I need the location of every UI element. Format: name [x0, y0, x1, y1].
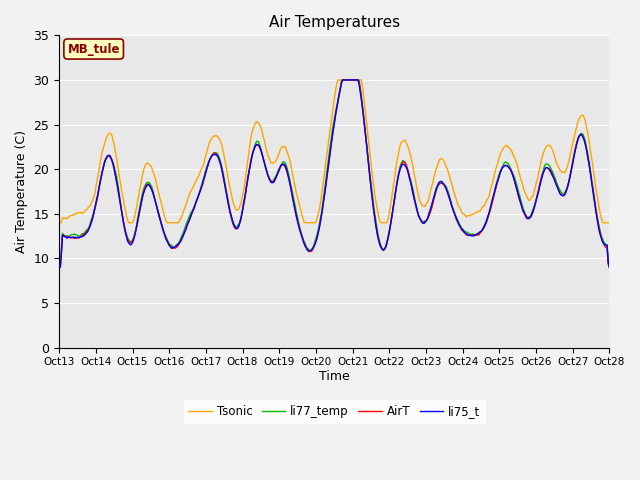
li77_temp — [317, 216, 324, 221]
li75_t — [605, 264, 613, 270]
li77_temp — [354, 77, 362, 83]
AirT — [339, 77, 346, 83]
Tsonic — [317, 200, 324, 206]
li75_t — [339, 77, 346, 83]
AirT — [605, 264, 613, 270]
Legend: Tsonic, li77_temp, AirT, li75_t: Tsonic, li77_temp, AirT, li75_t — [184, 400, 485, 423]
Line: AirT: AirT — [59, 80, 609, 267]
li77_temp — [339, 77, 346, 83]
Line: li75_t: li75_t — [59, 80, 609, 267]
Tsonic — [384, 217, 392, 223]
li77_temp — [593, 214, 601, 219]
li75_t — [317, 218, 324, 224]
li75_t — [55, 264, 63, 270]
Line: Tsonic: Tsonic — [59, 80, 609, 223]
AirT — [593, 215, 601, 221]
Text: MB_tule: MB_tule — [67, 43, 120, 56]
AirT — [55, 264, 63, 270]
Tsonic — [605, 220, 613, 226]
Tsonic — [55, 220, 63, 226]
Line: li77_temp: li77_temp — [59, 80, 609, 267]
Tsonic — [354, 77, 362, 83]
Tsonic — [334, 77, 342, 83]
li75_t — [384, 237, 392, 243]
li75_t — [593, 217, 601, 223]
X-axis label: Time: Time — [319, 370, 349, 383]
li77_temp — [55, 264, 63, 270]
AirT — [384, 236, 392, 241]
Tsonic — [508, 147, 515, 153]
li75_t — [320, 197, 328, 203]
li75_t — [508, 168, 515, 174]
Title: Air Temperatures: Air Temperatures — [269, 15, 400, 30]
AirT — [354, 77, 362, 83]
Tsonic — [320, 176, 328, 182]
li75_t — [354, 77, 362, 83]
li77_temp — [320, 193, 328, 199]
AirT — [508, 168, 515, 173]
AirT — [320, 197, 328, 203]
Tsonic — [593, 193, 601, 199]
li77_temp — [384, 236, 392, 242]
AirT — [317, 218, 324, 224]
Y-axis label: Air Temperature (C): Air Temperature (C) — [15, 130, 28, 253]
li77_temp — [605, 264, 613, 270]
li77_temp — [508, 167, 515, 173]
